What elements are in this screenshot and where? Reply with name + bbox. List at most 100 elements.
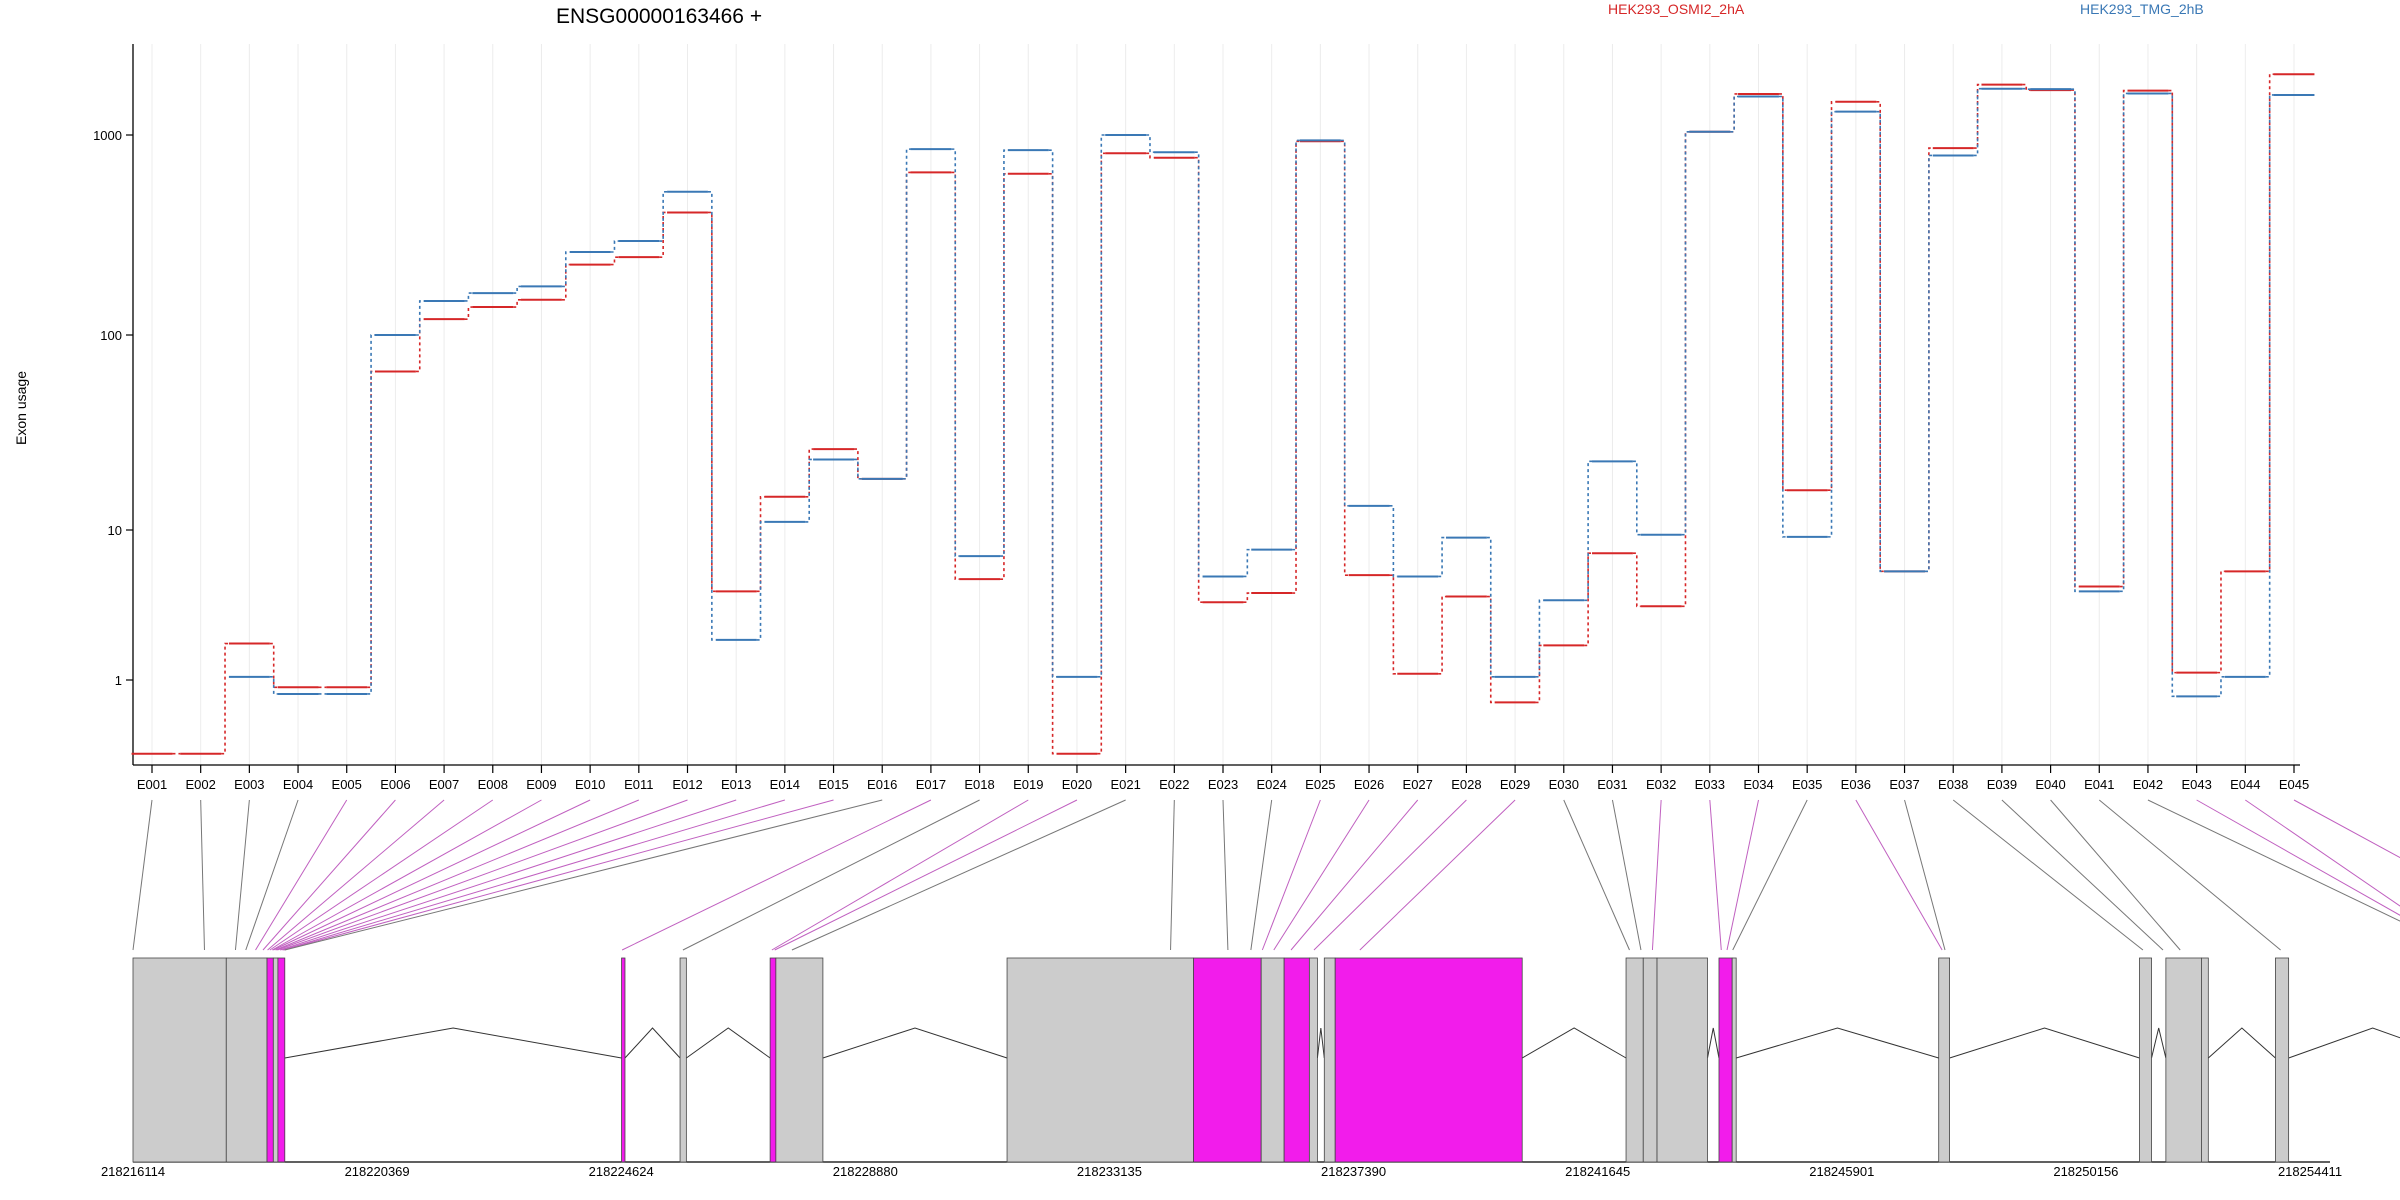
- genomic-coordinate-label: 218224624: [589, 1164, 654, 1179]
- exon-label-e037: E037: [1889, 777, 1919, 792]
- exon-connector: [255, 799, 348, 951]
- exon-label-e035: E035: [1792, 777, 1822, 792]
- genomic-coordinate-label: 218237390: [1321, 1164, 1386, 1179]
- intron-line: [2151, 1027, 2167, 1059]
- series-transition: [1778, 95, 1787, 538]
- exon-connector: [1261, 799, 1321, 951]
- series-transition: [1681, 130, 1690, 536]
- exon-block: [1625, 957, 1644, 1163]
- exon-connector: [132, 799, 153, 951]
- legend-entry-series-b: HEK293_TMG_2hB: [2080, 1, 2204, 17]
- exon-connector: [1359, 799, 1516, 951]
- exon-connector: [269, 799, 494, 951]
- series-transition: [1340, 139, 1349, 507]
- exon-label-e024: E024: [1256, 777, 1286, 792]
- series-transition: [2119, 92, 2128, 593]
- exon-connector: [771, 799, 1029, 951]
- gene-model: [132, 957, 2400, 1163]
- series-transition: [513, 285, 522, 294]
- series-transition: [951, 171, 960, 580]
- series-transition: [513, 298, 522, 308]
- exon-label-e034: E034: [1743, 777, 1773, 792]
- exon-connector: [1726, 799, 1759, 951]
- exon-connector: [2245, 799, 2400, 907]
- exon-label-e042: E042: [2133, 777, 2163, 792]
- exon-connector: [791, 799, 1126, 951]
- series-transition: [1000, 149, 1008, 557]
- exon-label-e023: E023: [1208, 777, 1238, 792]
- series-transition: [1194, 151, 1203, 578]
- exon-block-highlighted: [266, 957, 274, 1163]
- series-transition: [1535, 599, 1544, 678]
- series-transition: [1243, 592, 1252, 604]
- intron-line: [1949, 1027, 2140, 1059]
- series-transition: [561, 251, 570, 288]
- series-transition: [2168, 92, 2177, 698]
- axes: [132, 44, 2300, 766]
- exon-label-e009: E009: [526, 777, 556, 792]
- exon-label-e044: E044: [2230, 777, 2260, 792]
- genomic-coordinate-label: 218250156: [2053, 1164, 2118, 1179]
- exon-connector: [245, 799, 299, 951]
- exon-block: [2275, 957, 2290, 1163]
- series-transition: [1924, 154, 1933, 573]
- genomic-coordinate-label: 218254411: [2278, 1164, 2342, 1179]
- series-transition: [707, 190, 716, 641]
- series-transition: [2022, 83, 2031, 91]
- series-transition: [756, 495, 765, 593]
- exon-block-highlighted: [277, 957, 286, 1163]
- exon-block: [2201, 957, 2209, 1163]
- exon-connector: [273, 799, 591, 951]
- exon-block: [1938, 957, 1950, 1163]
- genomic-coordinate-label: 218220369: [345, 1164, 410, 1179]
- exon-connector: [277, 799, 688, 951]
- y-tick-label: 1: [115, 673, 122, 688]
- series-transition: [1292, 139, 1300, 551]
- exon-label-e017: E017: [916, 777, 946, 792]
- exon-connector: [682, 799, 980, 951]
- exon-block: [1656, 957, 1708, 1163]
- series-transition: [367, 334, 375, 695]
- series-transition: [1097, 134, 1106, 678]
- exon-block-highlighted: [621, 957, 626, 1163]
- exon-label-e004: E004: [283, 777, 313, 792]
- intron-line: [2288, 1027, 2400, 1059]
- exon-connector: [200, 799, 205, 951]
- series-transition: [1389, 505, 1398, 578]
- legend-entry-series-a: HEK293_OSMI2_2hA: [1608, 1, 1745, 17]
- exon-label-e008: E008: [478, 777, 508, 792]
- series-transition: [2217, 570, 2225, 674]
- exon-block: [1308, 957, 1318, 1163]
- series-transition: [1194, 156, 1203, 604]
- exon-connector: [2001, 799, 2164, 951]
- series-transition: [853, 458, 862, 480]
- exon-label-e038: E038: [1938, 777, 1968, 792]
- exon-block: [132, 957, 227, 1163]
- intron-line: [1707, 1027, 1720, 1059]
- y-tick-label: 1000: [93, 128, 122, 143]
- series-transition: [2265, 94, 2274, 678]
- series-transition: [805, 458, 814, 523]
- series-transition: [1973, 83, 1982, 149]
- series-transition: [1778, 93, 1787, 491]
- exon-connector: [1611, 799, 1642, 951]
- series-transition: [1632, 460, 1641, 536]
- exon-connector: [275, 799, 640, 951]
- exon-label-e032: E032: [1646, 777, 1676, 792]
- exon-label-e013: E013: [721, 777, 751, 792]
- series-transition: [1486, 536, 1495, 678]
- exon-label-e029: E029: [1500, 777, 1530, 792]
- exon-block: [775, 957, 824, 1163]
- exon-label-e002: E002: [185, 777, 215, 792]
- exon-block: [1323, 957, 1336, 1163]
- series-transition: [2119, 89, 2128, 588]
- series-transition: [1632, 552, 1641, 608]
- exon-connector: [1290, 799, 1419, 951]
- exon-label-e033: E033: [1695, 777, 1725, 792]
- series-transition: [1097, 152, 1106, 755]
- series-transition: [367, 370, 375, 689]
- y-tick-label: 100: [100, 328, 122, 343]
- exon-label-e022: E022: [1159, 777, 1189, 792]
- series-transition: [1876, 110, 1885, 573]
- series-transition: [1048, 172, 1057, 755]
